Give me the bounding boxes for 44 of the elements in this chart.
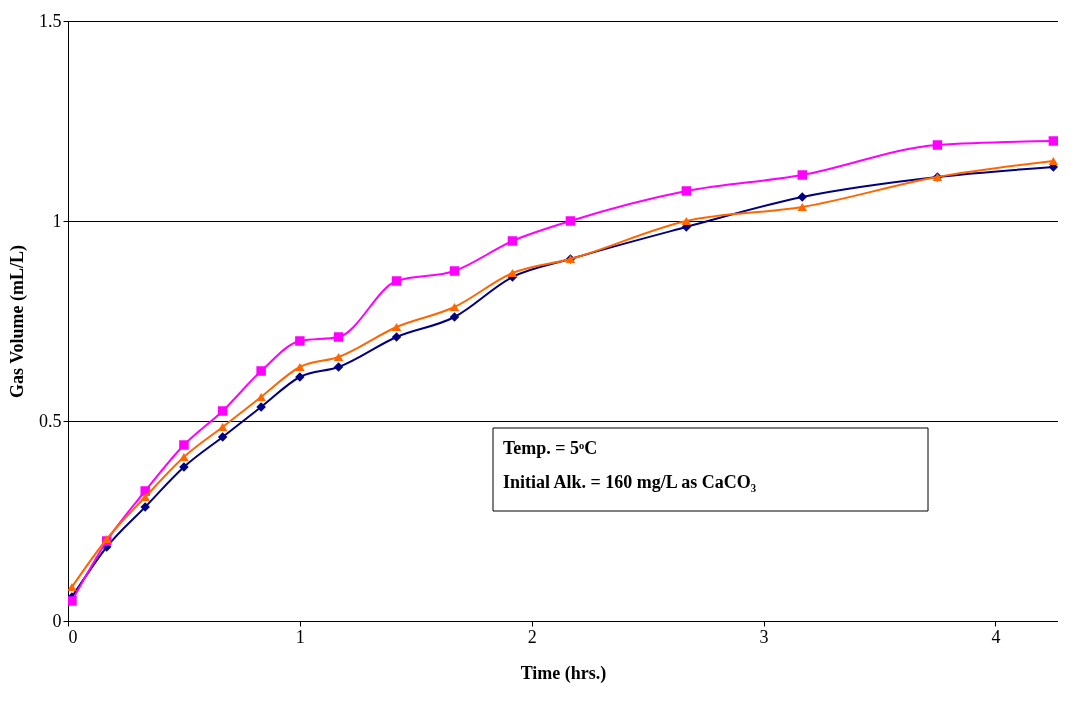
point bbox=[507, 268, 518, 278]
point bbox=[1048, 136, 1058, 146]
point bbox=[449, 312, 460, 322]
point bbox=[1048, 156, 1058, 166]
x-tick-label: 3 bbox=[759, 626, 769, 647]
x-tick-label: 2 bbox=[527, 626, 537, 647]
point bbox=[391, 322, 402, 332]
point bbox=[256, 392, 266, 402]
point bbox=[449, 302, 460, 312]
point bbox=[565, 216, 576, 226]
point bbox=[333, 332, 344, 342]
point bbox=[140, 492, 150, 502]
y-tick-label: 0.5 bbox=[39, 410, 62, 431]
point bbox=[68, 596, 77, 606]
annotation: Initial Alk. = 160 mg/L as CaCO₃ bbox=[503, 472, 757, 492]
annotation: Temp. = 5ᵒC bbox=[503, 438, 598, 458]
point bbox=[256, 366, 266, 376]
y-axis-title: Gas Volume (mL/L) bbox=[7, 244, 28, 399]
point bbox=[797, 192, 808, 202]
point bbox=[179, 440, 189, 450]
point bbox=[295, 336, 305, 346]
point bbox=[932, 140, 943, 150]
y-tick-label: 0 bbox=[52, 610, 62, 631]
point bbox=[391, 276, 402, 286]
y-tick-label: 1 bbox=[52, 210, 62, 231]
y-tick-label: 1.5 bbox=[39, 10, 62, 31]
point bbox=[681, 186, 692, 196]
point bbox=[333, 362, 344, 372]
point bbox=[449, 266, 460, 276]
point bbox=[295, 362, 305, 372]
point bbox=[391, 332, 402, 342]
x-tick-label: 1 bbox=[295, 626, 305, 647]
point bbox=[507, 236, 518, 246]
point bbox=[681, 216, 692, 226]
x-tick-label: 4 bbox=[991, 626, 1001, 647]
point bbox=[217, 432, 228, 442]
point bbox=[333, 352, 344, 362]
point bbox=[217, 406, 228, 416]
x-tick-label: 0 bbox=[68, 626, 78, 647]
point bbox=[179, 452, 189, 462]
point bbox=[797, 170, 808, 180]
point bbox=[797, 202, 808, 212]
point bbox=[68, 582, 77, 592]
x-axis-title: Time (hrs.) bbox=[520, 662, 607, 684]
